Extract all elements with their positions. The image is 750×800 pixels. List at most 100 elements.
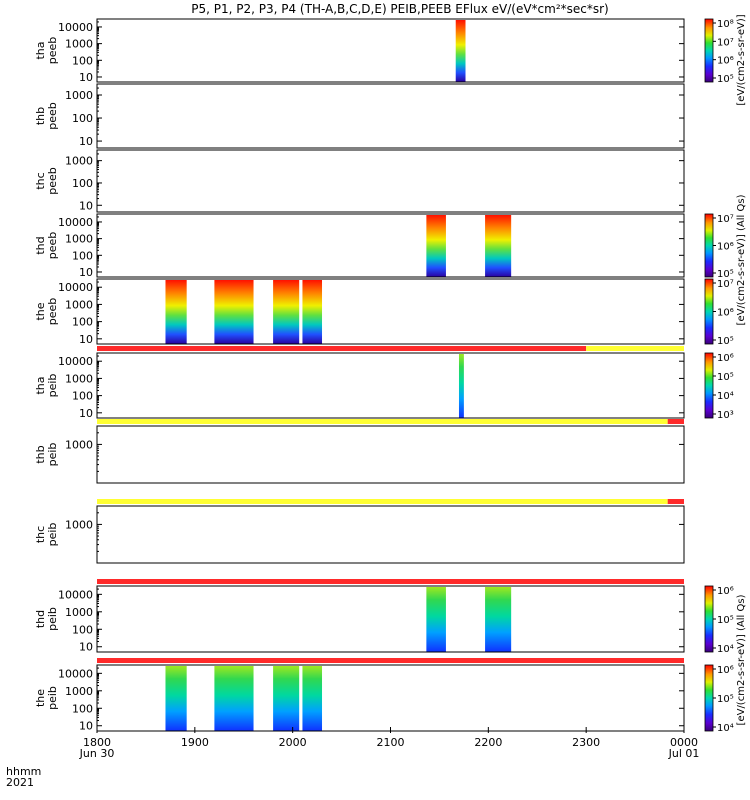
- panel-probe-label: tha: [34, 376, 47, 394]
- y-tick-label: 10: [79, 199, 93, 212]
- colorbar-tick-label: 10⁶: [717, 353, 734, 364]
- colorbar: [704, 213, 714, 278]
- data-block: [165, 280, 187, 344]
- panel-probe-label: thd: [34, 610, 47, 628]
- y-tick-label: 10: [79, 71, 93, 84]
- y-tick-label: 10000: [58, 667, 93, 680]
- x-tick-label: 1800: [83, 736, 111, 749]
- colorbar-tick-label: 10⁴: [717, 644, 734, 655]
- panel-thb-peib: 1000 thb peib: [34, 425, 685, 484]
- panel-frame: [96, 352, 685, 419]
- panel-product-label: peib: [46, 374, 59, 398]
- data-block: [485, 587, 512, 652]
- panel-product-label: peeb: [46, 298, 59, 326]
- colorbar-tick-label: 10⁶: [717, 242, 734, 253]
- panel-frame: [96, 213, 685, 278]
- data-block: [426, 587, 446, 652]
- colorbar-tick-label: 10⁶: [717, 665, 734, 676]
- colorbar-tick-label: 10⁴: [717, 391, 734, 402]
- x-date-label: Jul 01: [668, 747, 700, 760]
- panel-product-label: peib: [46, 686, 59, 710]
- panel-the-peib: 10 100 1000 10000 the peib 10⁴ 10⁵ 10⁶: [34, 664, 734, 734]
- data-block: [455, 20, 466, 82]
- mode-bar-segment: [97, 579, 684, 584]
- x-tick-label: 2000: [279, 736, 307, 749]
- time-axis-row1-label: hhmm: [6, 765, 41, 778]
- panel-product-label: peeb: [46, 232, 59, 260]
- y-tick-label: 100: [72, 54, 93, 67]
- panel-probe-label: tha: [34, 41, 47, 59]
- time-axis: 1800 1900 2000 2100 2200 2300 0000 Jun 30 Jul 01: [79, 727, 700, 760]
- x-date-label: Jun 30: [79, 747, 115, 760]
- x-tick-label: 2300: [572, 736, 600, 749]
- panel-probe-label: the: [34, 689, 47, 707]
- y-tick-label: 100: [72, 316, 93, 329]
- panel-frame: [96, 18, 685, 83]
- y-tick-label: 10000: [58, 588, 93, 601]
- colorbar-label-peeb: [eV/(cm2-s-sr-eV)] (All Qs): [736, 194, 747, 325]
- mode-bar-segment: [97, 419, 668, 424]
- colorbar-tick-label: 10⁸: [717, 19, 734, 30]
- panel-probe-label: thb: [34, 107, 47, 125]
- mode-bar-segment: [97, 346, 587, 351]
- y-tick-label: 100: [72, 390, 93, 403]
- y-tick-label: 10000: [58, 21, 93, 34]
- panel-probe-label: thc: [34, 526, 47, 543]
- y-tick-label: 1000: [65, 438, 93, 451]
- y-tick-label: 1000: [65, 298, 93, 311]
- mode-bar-segment: [97, 499, 668, 504]
- panel-frame: [96, 149, 685, 213]
- x-tick-label: 2200: [474, 736, 502, 749]
- y-tick-label: 10: [79, 407, 93, 420]
- y-tick-label: 100: [72, 702, 93, 715]
- colorbar-tick-label: 10⁵: [717, 336, 734, 347]
- panel-probe-label: the: [34, 302, 47, 320]
- y-tick-label: 1000: [65, 155, 93, 168]
- colorbar: [704, 664, 714, 732]
- panel-product-label: peib: [46, 607, 59, 631]
- panel-product-label: peib: [46, 523, 59, 547]
- data-block: [165, 666, 187, 731]
- y-tick-label: 1000: [65, 606, 93, 619]
- colorbar-tick-label: 10⁶: [717, 586, 734, 597]
- panel-probe-label: thc: [34, 172, 47, 189]
- mode-bar-segment: [586, 346, 684, 351]
- y-tick-label: 10: [79, 720, 93, 733]
- colorbar-tick-label: 10⁷: [717, 279, 734, 290]
- panel-thc-peib: 1000 thc peib: [34, 505, 685, 564]
- colorbar-tick-label: 10⁶: [717, 308, 734, 319]
- panel-tha-peeb: 10 100 1000 10000 tha peeb 10⁵ 10⁶ 10⁷ 10⁸: [34, 18, 734, 85]
- panel-thd-peib: 10 100 1000 10000 thd peib 10⁴ 10⁵ 10⁶: [34, 585, 734, 655]
- y-tick-label: 10000: [58, 281, 93, 294]
- colorbar-tick-label: 10⁷: [717, 214, 734, 225]
- y-tick-label: 10: [79, 135, 93, 148]
- panel-product-label: peeb: [46, 167, 59, 195]
- y-tick-label: 10: [79, 266, 93, 279]
- time-axis-row2-label: 2021: [6, 776, 34, 789]
- y-tick-label: 1000: [65, 518, 93, 531]
- y-tick-label: 100: [72, 249, 93, 262]
- colorbar-tick-label: 10⁷: [717, 37, 734, 48]
- y-tick-label: 1000: [65, 372, 93, 385]
- colorbar-tick-label: 10⁵: [717, 269, 734, 280]
- colorbar-tick-label: 10⁵: [717, 74, 734, 85]
- y-tick-label: 10: [79, 333, 93, 346]
- panel-product-label: peeb: [46, 37, 59, 65]
- y-tick-label: 10: [79, 641, 93, 654]
- mode-bar-segment: [97, 658, 684, 663]
- colorbar: [704, 18, 714, 83]
- mode-bar-segment: [667, 499, 684, 504]
- x-tick-label: 1900: [181, 736, 209, 749]
- panel-frame: [96, 505, 685, 564]
- y-tick-label: 1000: [65, 233, 93, 246]
- colorbar-tick-label: 10⁵: [717, 372, 734, 383]
- panel-thc-peeb: 10 100 1000 thc peeb: [34, 149, 685, 213]
- x-tick-label: 2100: [377, 736, 405, 749]
- data-block: [214, 666, 254, 731]
- colorbar-tick-label: 10⁵: [717, 615, 734, 626]
- panel-tha-peib: 10 100 1000 10000 tha peib 10³ 10⁴ 10⁵ 10⁶: [34, 352, 734, 421]
- panel-frame: [96, 425, 685, 484]
- y-tick-label: 100: [72, 623, 93, 636]
